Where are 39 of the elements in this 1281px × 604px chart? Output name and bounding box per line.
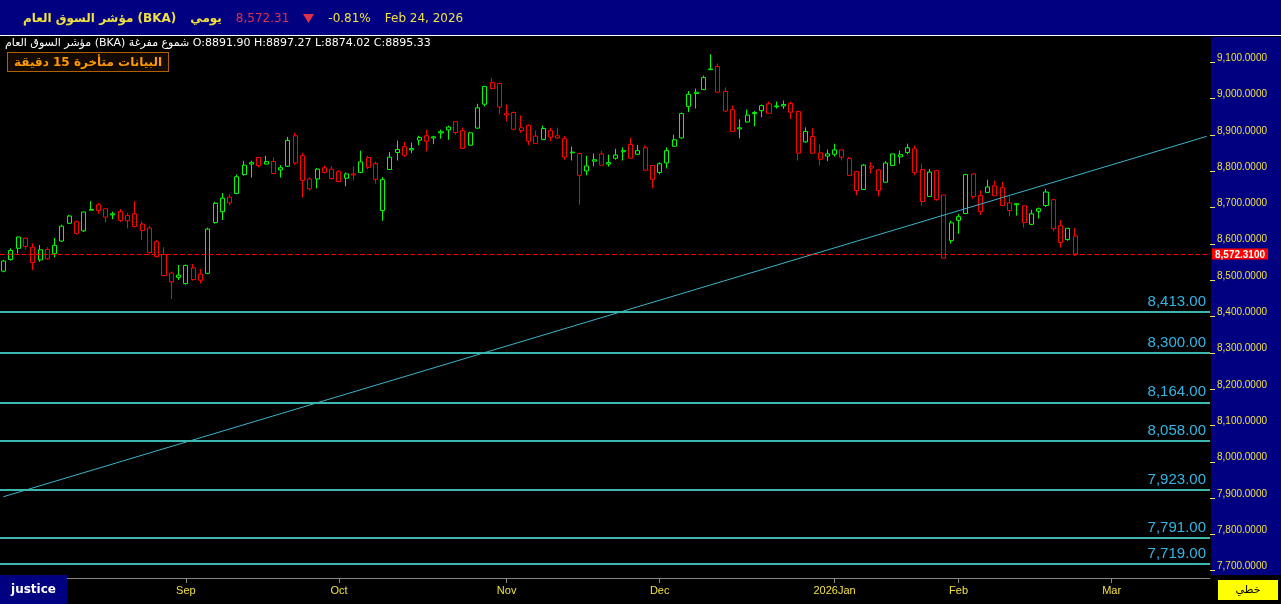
x-tick-label: Mar — [1102, 583, 1122, 596]
ref-line-label: 8,300.00 — [1147, 332, 1206, 350]
ref-line-label: 8,413.00 — [1147, 291, 1206, 309]
y-tick-label: 8,000.0000 — [1217, 451, 1268, 463]
text: justice — [0, 575, 67, 604]
y-tick-label: 7,900.0000 — [1217, 487, 1268, 499]
x-tick-label: Oct — [330, 583, 348, 596]
ref-line-label: 7,791.00 — [1147, 517, 1206, 535]
y-tick-label: 8,800.0000 — [1217, 160, 1268, 172]
y-tick-label: 8,200.0000 — [1217, 378, 1268, 390]
y-tick-label: 8,600.0000 — [1217, 233, 1268, 245]
x-tick-label: Nov — [496, 583, 517, 596]
x-tick-label: Dec — [649, 583, 670, 596]
y-tick-label: 8,300.0000 — [1217, 342, 1268, 354]
y-tick-label: 8,500.0000 — [1217, 269, 1268, 281]
text: خطي — [1218, 580, 1278, 600]
chart-subtitle: مؤشر السوق العام (BKA) شموع مفرغة O:8891.90 H:8897.27 L:8874.02 C:8895.33 — [5, 36, 431, 49]
annotation: البيانات متأخرة 15 دقيقة — [7, 52, 170, 72]
text: Feb 24, 2026 — [384, 11, 464, 25]
y-tick-label: 9,100.0000 — [1217, 51, 1268, 63]
ref-line-label: 8,058.00 — [1147, 420, 1206, 438]
y-tick-label: 9,000.0000 — [1217, 88, 1268, 100]
x-tick-label: 2026Jan — [813, 583, 856, 596]
y-tick-label: 7,700.0000 — [1217, 560, 1268, 572]
ref-line-label: 7,923.00 — [1147, 469, 1206, 487]
y-tick-label: 8,700.0000 — [1217, 197, 1268, 209]
y-tick-label: 7,800.0000 — [1217, 523, 1268, 535]
ref-line-label: 7,719.00 — [1147, 543, 1206, 561]
text: -0.81% — [328, 11, 371, 25]
y-tick-label: 8,400.0000 — [1217, 306, 1268, 318]
ref-line-label: 8,164.00 — [1147, 382, 1206, 400]
chart-title: مؤشر السوق العام (BKA) — [23, 11, 177, 25]
text: يومي — [190, 11, 222, 25]
x-tick-label: Sep — [176, 583, 196, 596]
ref-line-label: 8,572.3100 — [1215, 248, 1266, 260]
y-tick-label: 8,900.0000 — [1217, 124, 1268, 136]
y-tick-label: 8,100.0000 — [1217, 415, 1268, 426]
text: 8,572.31 — [235, 11, 290, 25]
x-tick-label: Feb — [949, 583, 969, 596]
